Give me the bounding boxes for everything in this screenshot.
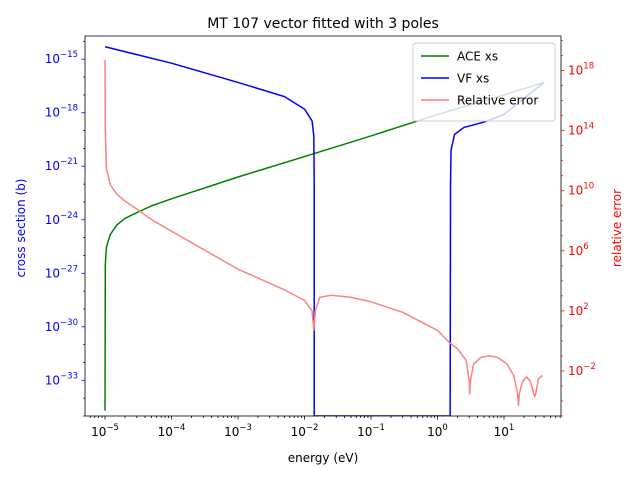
y2-axis-label: relative error <box>610 189 624 267</box>
y-tick-label: 10−27 <box>45 264 78 280</box>
series-line-relative-error <box>104 60 544 407</box>
axes-frame <box>84 35 562 417</box>
y2-tick-label: 1010 <box>568 182 594 198</box>
y-tick-label: 10−15 <box>45 50 78 66</box>
series-line-vf-xs <box>104 46 545 416</box>
y2-tick-label: 102 <box>568 302 589 318</box>
y-tick-label: 10−30 <box>45 318 78 334</box>
x-tick-label: 10−4 <box>158 423 186 439</box>
y-tick-label: 10−33 <box>45 371 78 387</box>
x-tick-label: 10−2 <box>291 423 319 439</box>
x-tick-label: 10−3 <box>224 423 252 439</box>
y-axis-label: cross section (b) <box>14 179 28 278</box>
y2-tick-label: 10−2 <box>568 362 596 378</box>
y2-tick-label: 1014 <box>568 122 594 138</box>
legend: ACE xs VF xs Relative error <box>412 42 556 122</box>
x-tick-label: 100 <box>427 423 448 439</box>
x-axis-label: energy (eV) <box>288 451 359 465</box>
y2-tick-label: 1018 <box>568 62 594 78</box>
plot-area <box>84 35 562 417</box>
x-tick-label: 10−5 <box>91 423 119 439</box>
x-tick-label: 10−1 <box>357 423 385 439</box>
series-line-ace-xs <box>104 81 545 411</box>
y2-tick-label: 106 <box>568 242 589 258</box>
chart-title: MT 107 vector fitted with 3 poles <box>207 16 439 32</box>
y-tick-label: 10−18 <box>45 104 78 120</box>
legend-label: ACE xs <box>457 50 498 64</box>
legend-label: VF xs <box>457 72 489 86</box>
legend-box <box>412 42 556 122</box>
axes-ticks: 10−5 10−4 10−3 10−2 10−1 100 101 10−15 10−18 10−2… <box>45 40 596 439</box>
y-tick-label: 10−24 <box>45 211 78 227</box>
y-tick-label: 10−21 <box>45 157 78 173</box>
legend-label: Relative error <box>457 94 538 108</box>
x-tick-label: 101 <box>494 423 515 439</box>
